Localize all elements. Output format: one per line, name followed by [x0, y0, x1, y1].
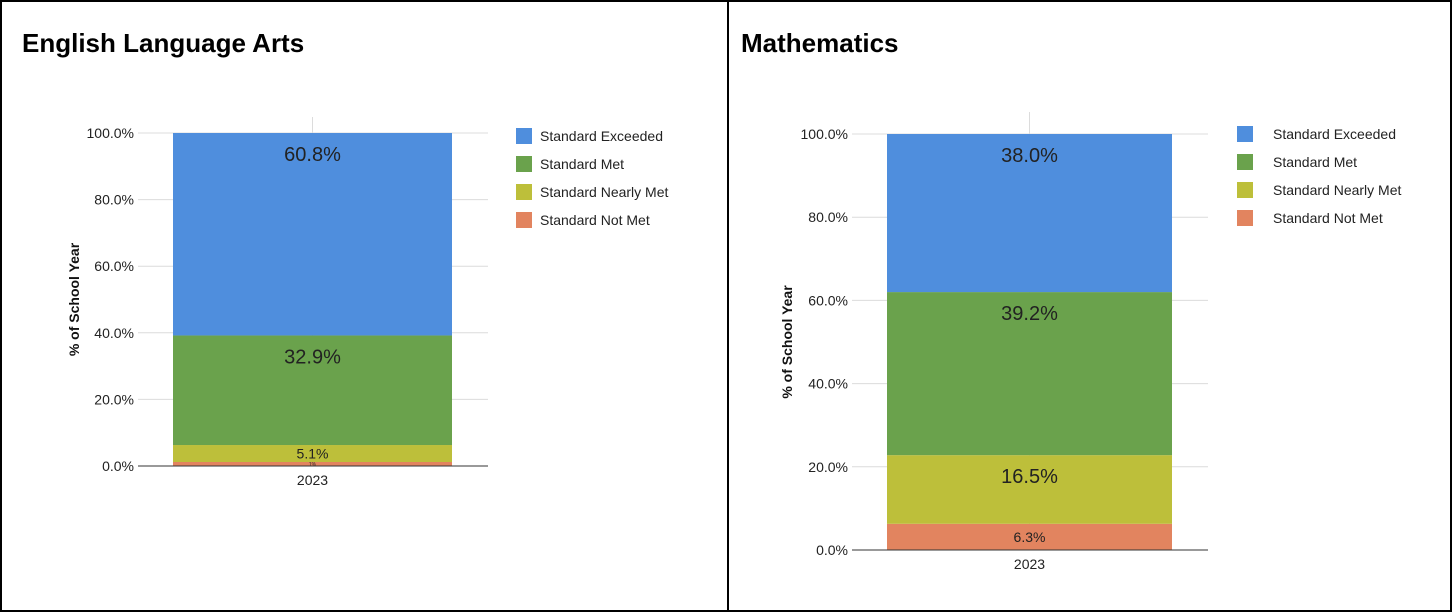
y-tick-label: 80.0%	[808, 209, 848, 225]
legend-label: Standard Not Met	[540, 212, 650, 228]
y-tick-label: 100.0%	[87, 125, 134, 141]
legend-swatch	[516, 212, 532, 228]
legend-swatch	[516, 128, 532, 144]
legend-label: Standard Exceeded	[540, 128, 663, 144]
data-label: 32.9%	[284, 346, 341, 368]
legend-swatch	[1237, 154, 1253, 170]
chart-title: Mathematics	[741, 28, 899, 58]
bar-segment	[887, 455, 1172, 524]
legend-swatch	[516, 184, 532, 200]
y-tick-label: 40.0%	[94, 325, 134, 341]
bar-segment	[173, 335, 452, 446]
y-tick-label: 20.0%	[808, 459, 848, 475]
data-label: 38.0%	[1001, 145, 1058, 167]
data-label: 6.3%	[1014, 529, 1046, 545]
data-label: 5.1%	[297, 446, 329, 462]
x-tick-label: 2023	[1014, 556, 1045, 572]
data-label: 16.5%	[1001, 466, 1058, 488]
ela-chart-panel: English Language Arts 0.0% 20.0% 40.0% 60.0…	[0, 0, 729, 612]
legend-label: Standard Met	[1273, 154, 1357, 170]
legend-label: Standard Nearly Met	[1273, 182, 1402, 198]
y-tick-label: 60.0%	[94, 258, 134, 274]
bar-segment	[887, 523, 1172, 550]
legend-swatch	[1237, 210, 1253, 226]
chart-title: English Language Arts	[22, 28, 305, 58]
legend-swatch	[1237, 182, 1253, 198]
data-label: 60.8%	[284, 144, 341, 166]
ela-stacked-bar-chart: 0.0% 20.0% 40.0% 60.0% 80.0% 100.0% 1%5.1% 32.9…	[66, 117, 669, 488]
legend-swatch	[516, 156, 532, 172]
bar-segment	[887, 292, 1172, 456]
y-tick-label: 0.0%	[816, 542, 848, 558]
legend-label: Standard Not Met	[1273, 210, 1383, 226]
legend-swatch	[1237, 126, 1253, 142]
legend-label: Standard Exceeded	[1273, 126, 1396, 142]
bar-segment	[173, 445, 452, 463]
y-tick-label: 40.0%	[808, 376, 848, 392]
x-tick-label: 2023	[297, 472, 328, 488]
legend-label: Standard Met	[540, 156, 624, 172]
y-axis-title: % of School Year	[66, 242, 82, 356]
bar-segment	[173, 462, 452, 466]
data-label: 1%	[309, 462, 317, 468]
data-label: 39.2%	[1001, 303, 1058, 325]
bar-segment	[887, 134, 1172, 293]
y-tick-label: 60.0%	[808, 292, 848, 308]
math-chart-panel: Mathematics 0.0% 20.0% 40.0% 60.0% 80.0% 100.…	[727, 0, 1452, 612]
y-axis-title: % of School Year	[779, 285, 795, 399]
y-tick-label: 80.0%	[94, 192, 134, 208]
bar-segment	[173, 133, 452, 336]
legend-label: Standard Nearly Met	[540, 184, 669, 200]
y-tick-label: 100.0%	[801, 126, 848, 142]
math-stacked-bar-chart: 0.0% 20.0% 40.0% 60.0% 80.0% 100.0% 6.3% 16.5% 3…	[779, 112, 1402, 572]
y-tick-label: 20.0%	[94, 391, 134, 407]
y-tick-label: 0.0%	[102, 458, 134, 474]
